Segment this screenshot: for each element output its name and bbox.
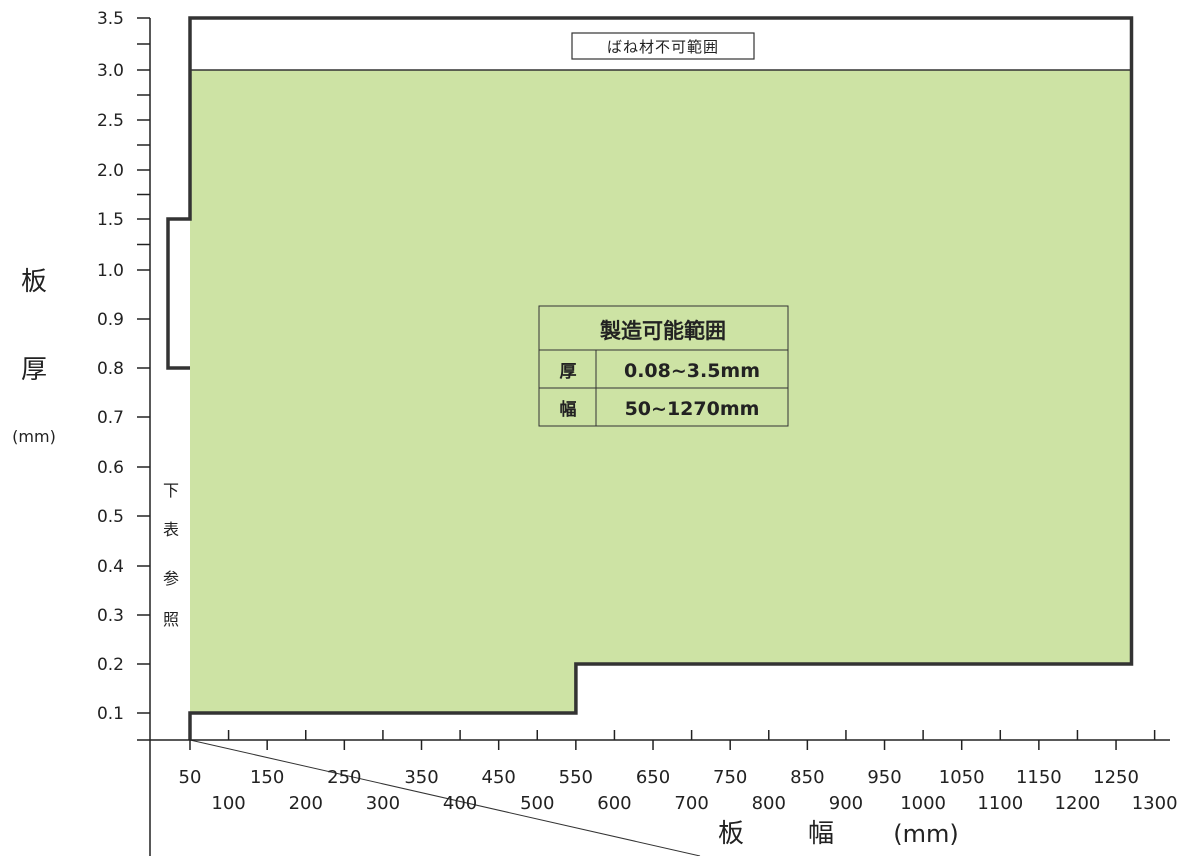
- x-tick-label-upper: 350: [404, 767, 438, 788]
- y-tick-label: 0.9: [97, 310, 124, 330]
- x-axis: 50 150 250 350 450 550 650 750 850 950 1050 1150 125…: [179, 730, 1178, 814]
- y-tick-label: 2.0: [97, 161, 124, 181]
- x-tick-label-upper: 1150: [1016, 767, 1062, 788]
- x-tick-label-upper: 650: [636, 767, 670, 788]
- y-tick-label: 3.5: [97, 9, 124, 29]
- x-tick-label-lower: 900: [829, 793, 863, 814]
- x-axis-label-char-1: 板: [718, 819, 744, 849]
- y-tick-label: 0.7: [97, 408, 124, 428]
- x-tick-label-upper: 750: [713, 767, 747, 788]
- y-axis-label-unit: (mm): [12, 427, 56, 446]
- info-table-row-2-key: 幅: [560, 399, 577, 420]
- y-tick-label: 0.4: [97, 557, 124, 577]
- x-tick-label-upper: 950: [867, 767, 901, 788]
- x-tick-label-lower: 500: [520, 793, 554, 814]
- info-table-row-1-key: 厚: [560, 362, 577, 382]
- x-tick-label-lower: 1100: [977, 793, 1023, 814]
- y-tick-label: 1.0: [97, 261, 124, 281]
- see-below-label: 下 表 参 照: [163, 481, 179, 629]
- x-tick-label-upper: 1250: [1093, 767, 1139, 788]
- x-tick-label-upper: 150: [250, 767, 284, 788]
- y-axis: 0.1 0.2 0.3 0.4 0.5 0.6 0.7 0.8 0.9 1.0 1.5 2.0 2.5 3…: [97, 9, 150, 724]
- y-tick-label: 0.1: [97, 704, 124, 724]
- x-tick-label-upper: 50: [179, 767, 202, 788]
- y-tick-label: 0.5: [97, 507, 124, 527]
- y-tick-label: 0.8: [97, 359, 124, 379]
- x-tick-label-lower: 1000: [900, 793, 946, 814]
- x-tick-label-lower: 200: [289, 793, 323, 814]
- spring-impossible-label-box: [571, 32, 755, 60]
- x-tick-label-lower: 800: [752, 793, 786, 814]
- spring-impossible-label-text: ばね材不可範囲: [607, 38, 719, 56]
- x-axis-label-char-2: 幅: [808, 819, 834, 849]
- info-table-row-2-value: 50~1270mm: [625, 398, 760, 420]
- y-tick-label: 0.2: [97, 655, 124, 675]
- x-tick-label-lower: 300: [366, 793, 400, 814]
- manufacturable-region: [190, 70, 1132, 713]
- chart-boundary: [166, 16, 1134, 740]
- x-tick-label-lower: 100: [211, 793, 245, 814]
- info-table-border: [538, 305, 789, 427]
- x-axis-label-unit: (mm): [893, 820, 958, 848]
- y-axis-label-char-1: 板: [21, 267, 47, 297]
- see-below-char-4: 照: [163, 610, 179, 629]
- see-below-char-3: 参: [163, 569, 179, 588]
- y-axis-label-char-2: 厚: [21, 355, 47, 385]
- x-tick-label-lower: 700: [674, 793, 708, 814]
- x-tick-label-upper: 550: [559, 767, 593, 788]
- spring-impossible-label: ばね材不可範囲: [571, 32, 755, 60]
- info-table: 製造可能範囲 厚 0.08~3.5mm 幅 50~1270mm: [538, 305, 789, 427]
- y-tick-label: 3.0: [97, 61, 124, 81]
- x-tick-label-upper: 850: [790, 767, 824, 788]
- y-tick-label: 0.6: [97, 458, 124, 478]
- x-tick-label-upper: 450: [482, 767, 516, 788]
- x-tick-label-upper: 250: [327, 767, 361, 788]
- y-tick-label: 0.3: [97, 606, 124, 626]
- diagonal-guide-line: [189, 739, 701, 856]
- x-tick-label-lower: 400: [443, 793, 477, 814]
- y-tick-label: 1.5: [97, 210, 124, 230]
- x-tick-label-lower: 1300: [1132, 793, 1178, 814]
- x-tick-label-lower: 600: [597, 793, 631, 814]
- info-table-row-1-value: 0.08~3.5mm: [624, 360, 760, 382]
- see-below-char-1: 下: [163, 481, 179, 500]
- info-table-header: 製造可能範囲: [599, 319, 726, 343]
- y-tick-label: 2.5: [97, 111, 124, 131]
- x-tick-label-lower: 1200: [1055, 793, 1101, 814]
- x-tick-label-upper: 1050: [939, 767, 985, 788]
- see-below-char-2: 表: [163, 520, 179, 539]
